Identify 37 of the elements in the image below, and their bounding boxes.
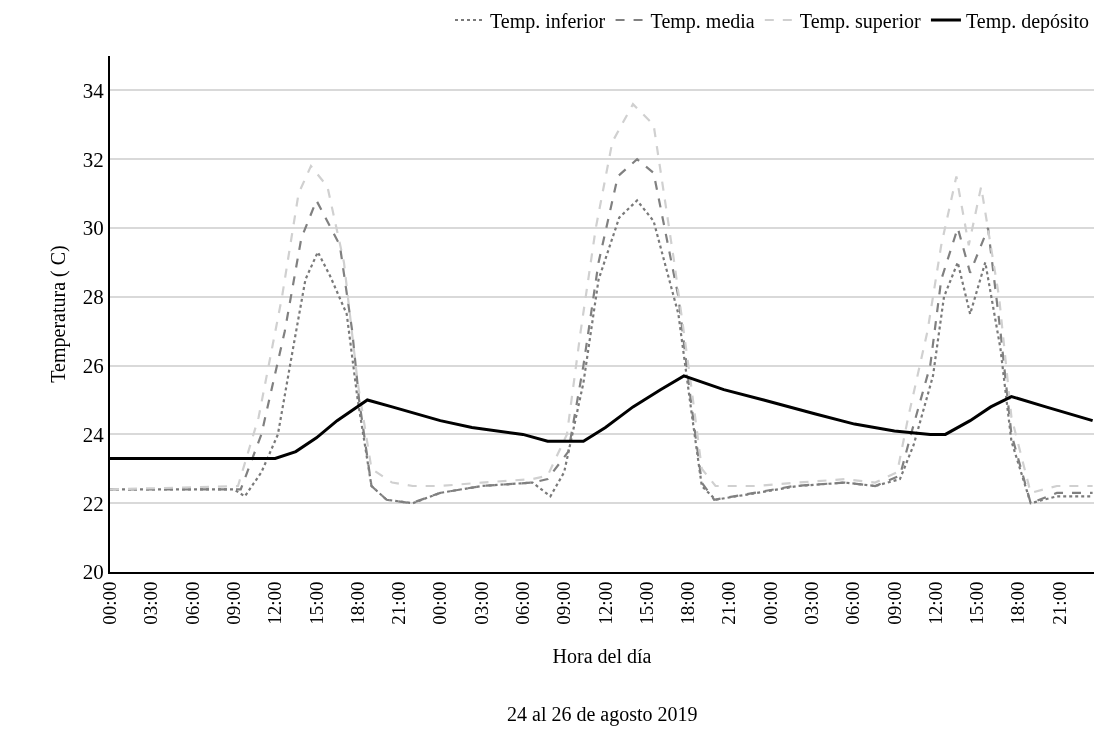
x-tick-label: 12:00 [924, 581, 946, 625]
x-tick-label: 12:00 [594, 581, 616, 625]
x-tick-label: 06:00 [512, 581, 534, 625]
legend-label: Temp. inferior [490, 9, 606, 33]
x-tick-label: 18:00 [346, 581, 368, 625]
y-tick-label: 34 [82, 78, 105, 103]
y-tick-label: 24 [82, 422, 105, 447]
x-tick-label: 21:00 [1048, 581, 1070, 625]
x-tick-label: 21:00 [388, 581, 410, 625]
y-tick-label: 26 [82, 353, 104, 378]
x-tick-label: 06:00 [181, 581, 203, 625]
y-tick-label: 30 [82, 216, 104, 241]
x-tick-label: 18:00 [677, 581, 699, 625]
x-tick-label: 06:00 [842, 581, 864, 625]
text: 24 al 26 de agosto 2019 [507, 703, 698, 726]
legend-label: Temp. media [650, 9, 755, 33]
x-tick-label: 18:00 [1007, 581, 1029, 625]
y-axis-title: Temperatura ( C) [46, 245, 70, 383]
x-tick-label: 09:00 [883, 581, 905, 625]
x-tick-label: 15:00 [305, 581, 327, 625]
x-tick-label: 09:00 [223, 581, 245, 625]
x-tick-label: 15:00 [966, 581, 988, 625]
legend-label: Temp. depósito [965, 9, 1089, 33]
legend-label: Temp. superior [799, 9, 921, 33]
x-tick-label: 15:00 [635, 581, 657, 625]
x-axis-title: Hora del día [552, 644, 652, 667]
y-tick-label: 32 [82, 147, 104, 172]
y-tick-label: 22 [82, 491, 104, 516]
x-tick-label: 03:00 [140, 581, 162, 625]
y-tick-label: 28 [82, 285, 104, 310]
x-tick-label: 03:00 [470, 581, 492, 625]
x-tick-label: 21:00 [718, 581, 740, 625]
x-tick-label: 03:00 [801, 581, 823, 625]
x-tick-label: 12:00 [264, 581, 286, 625]
x-tick-label: 00:00 [429, 581, 451, 625]
x-tick-label: 09:00 [553, 581, 575, 625]
x-tick-label: 00:00 [759, 581, 781, 625]
